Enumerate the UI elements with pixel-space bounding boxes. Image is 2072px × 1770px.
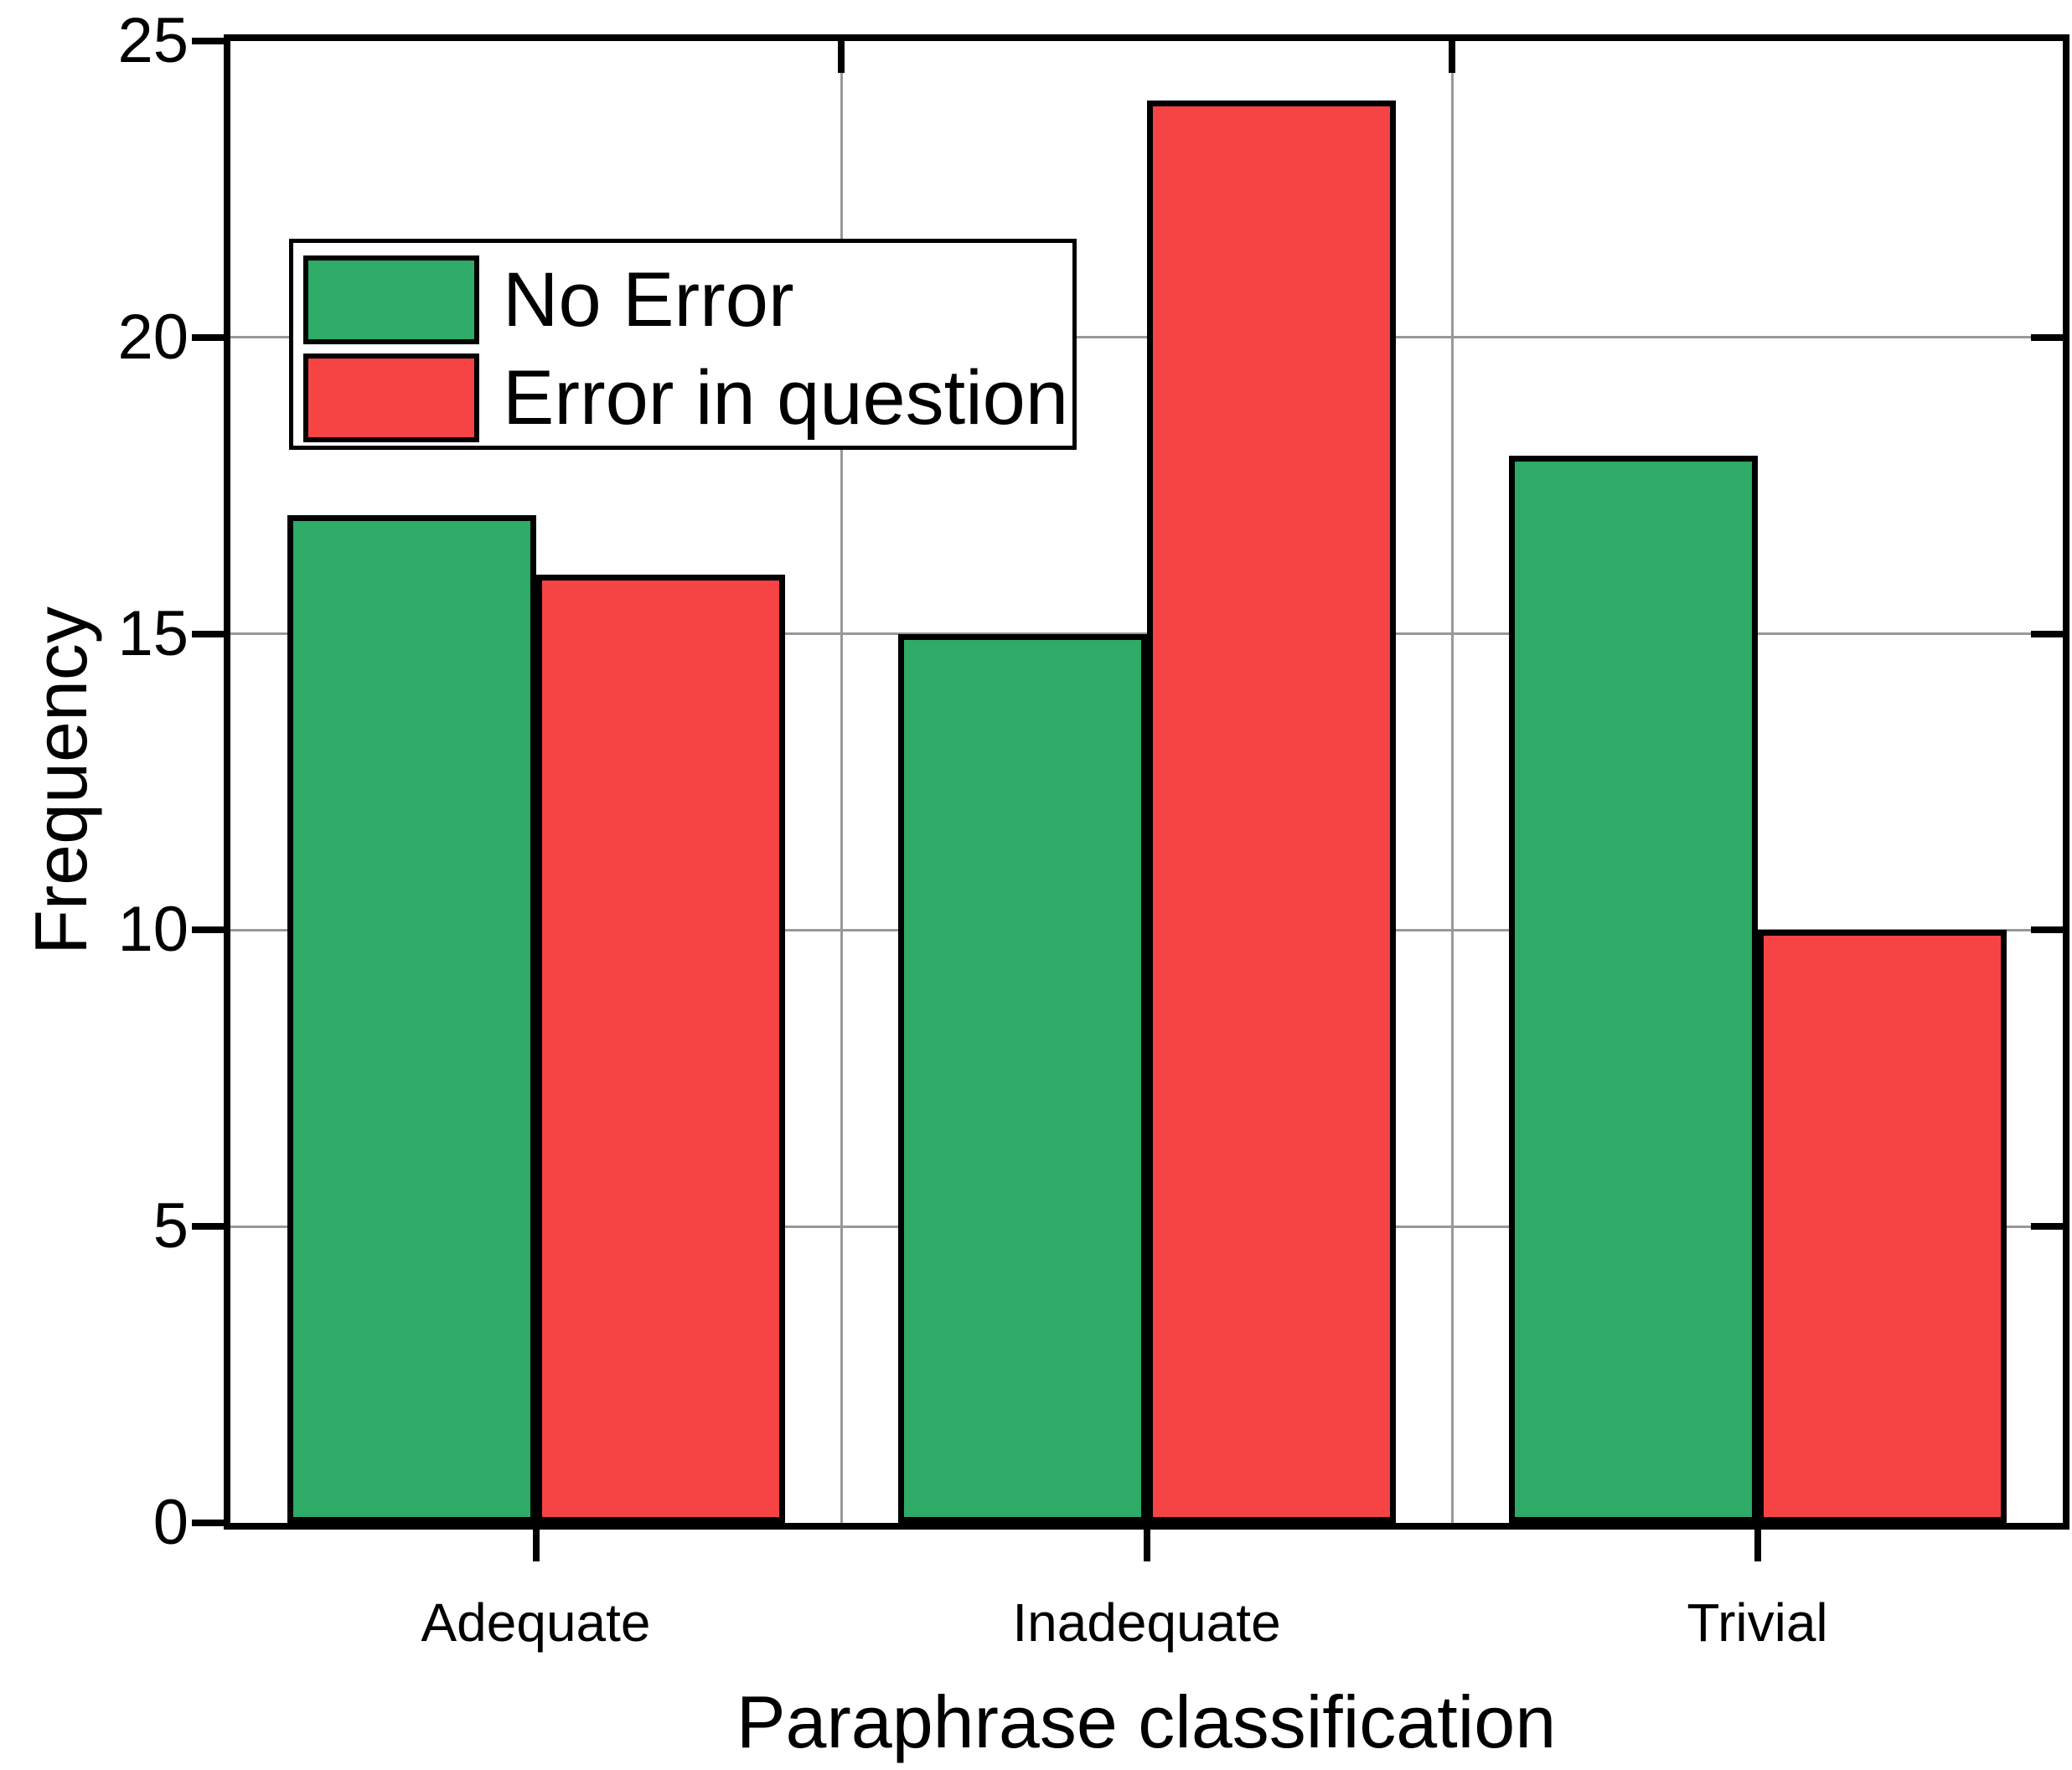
tick-y-right-5 [2031, 1223, 2063, 1231]
tick-x-top-1 [838, 41, 845, 73]
tick-y-left-20 [192, 333, 224, 341]
bar-adequate-no-error [287, 515, 536, 1523]
tick-y-left-10 [192, 926, 224, 934]
x-tick-label-adequate: Adequate [421, 1592, 651, 1653]
y-tick-label-10: 10 [117, 894, 189, 966]
y-tick-label-20: 20 [117, 301, 189, 373]
tick-x-bottom-adequate [532, 1530, 540, 1561]
tick-x-bottom-trivial [1754, 1530, 1761, 1561]
bar-trivial-error-in-question [1757, 930, 2007, 1523]
tick-y-left-5 [192, 1223, 224, 1231]
legend-label-error-in-question: Error in question [503, 355, 1068, 441]
tick-y-right-20 [2031, 333, 2063, 341]
y-tick-label-15: 15 [117, 597, 189, 669]
legend-label-no-error: No Error [503, 257, 794, 343]
tick-x-bottom-inadequate [1143, 1530, 1150, 1561]
bar-adequate-error-in-question [535, 574, 785, 1523]
bar-inadequate-no-error [897, 633, 1147, 1523]
legend-swatch-error-in-question [303, 353, 479, 442]
bar-inadequate-error-in-question [1146, 100, 1396, 1523]
legend-swatch-no-error [303, 255, 479, 344]
x-tick-label-inadequate: Inadequate [1012, 1592, 1281, 1653]
tick-y-left-0 [192, 1520, 224, 1526]
y-tick-label-5: 5 [152, 1190, 189, 1262]
y-tick-label-0: 0 [152, 1487, 189, 1558]
bar-trivial-no-error [1508, 456, 1758, 1523]
tick-x-top-2 [1449, 41, 1455, 73]
tick-y-right-10 [2031, 926, 2063, 934]
tick-y-left-25 [192, 38, 224, 44]
gridline-x-boundary-1 [840, 41, 843, 1523]
gridline-x-boundary-2 [1450, 41, 1454, 1523]
tick-y-left-15 [192, 630, 224, 637]
tick-y-right-15 [2031, 630, 2063, 637]
legend: No Error Error in question [289, 239, 1077, 450]
x-axis-title: Paraphrase classification [736, 1680, 1557, 1763]
x-tick-label-trivial: Trivial [1687, 1592, 1828, 1653]
y-tick-label-25: 25 [117, 5, 189, 76]
plot-area [224, 34, 2069, 1530]
